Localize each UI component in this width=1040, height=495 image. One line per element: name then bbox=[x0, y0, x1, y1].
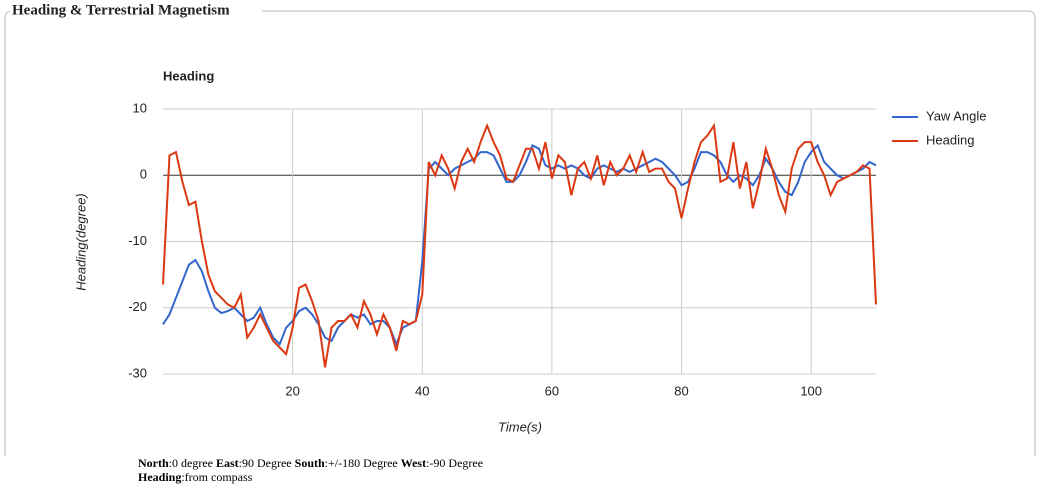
fieldset-border bbox=[4, 10, 1036, 456]
x-tick-label: 100 bbox=[800, 383, 822, 398]
x-tick-label: 40 bbox=[415, 383, 429, 398]
x-axis-label: Time(s) bbox=[498, 419, 542, 434]
x-tick-label: 20 bbox=[285, 383, 299, 398]
note-text: :from compass bbox=[181, 470, 253, 484]
y-tick-label: -20 bbox=[128, 299, 147, 314]
legend-label: Heading bbox=[926, 132, 974, 147]
note-text: :+/-180 Degree bbox=[324, 456, 398, 470]
panel-title: Heading & Terrestrial Magnetism bbox=[12, 2, 230, 18]
notes: North:0 degree East:90 Degree South:+/-1… bbox=[138, 456, 483, 484]
y-tick-label: -30 bbox=[128, 365, 147, 380]
series-line bbox=[162, 143, 877, 347]
note-label: South bbox=[294, 456, 325, 470]
note-label: West bbox=[400, 456, 427, 470]
y-axis-label: Heading(degree) bbox=[73, 193, 88, 291]
note-label: East bbox=[215, 456, 239, 470]
legend-bg bbox=[10, 2, 262, 20]
note-text: :0 degree bbox=[168, 456, 213, 470]
y-tick-label: 0 bbox=[140, 167, 147, 182]
heading-note: Heading:from compass bbox=[138, 470, 483, 484]
y-tick-label: 10 bbox=[133, 100, 147, 115]
y-tick-label: -10 bbox=[128, 233, 147, 248]
legend-label: Yaw Angle bbox=[926, 108, 986, 123]
note-label: Heading bbox=[138, 470, 182, 484]
chart: Heading & Terrestrial Magnetism Heading … bbox=[4, 2, 1036, 456]
note-text: :-90 Degree bbox=[426, 456, 484, 470]
chart-title: Heading bbox=[163, 68, 214, 83]
x-tick-label: 60 bbox=[545, 383, 559, 398]
direction-note: North:0 degree East:90 Degree South:+/-1… bbox=[138, 456, 483, 470]
series-line bbox=[162, 122, 877, 368]
note-text: :90 Degree bbox=[238, 456, 292, 470]
x-tick-label: 80 bbox=[674, 383, 688, 398]
note-label: North bbox=[138, 456, 169, 470]
